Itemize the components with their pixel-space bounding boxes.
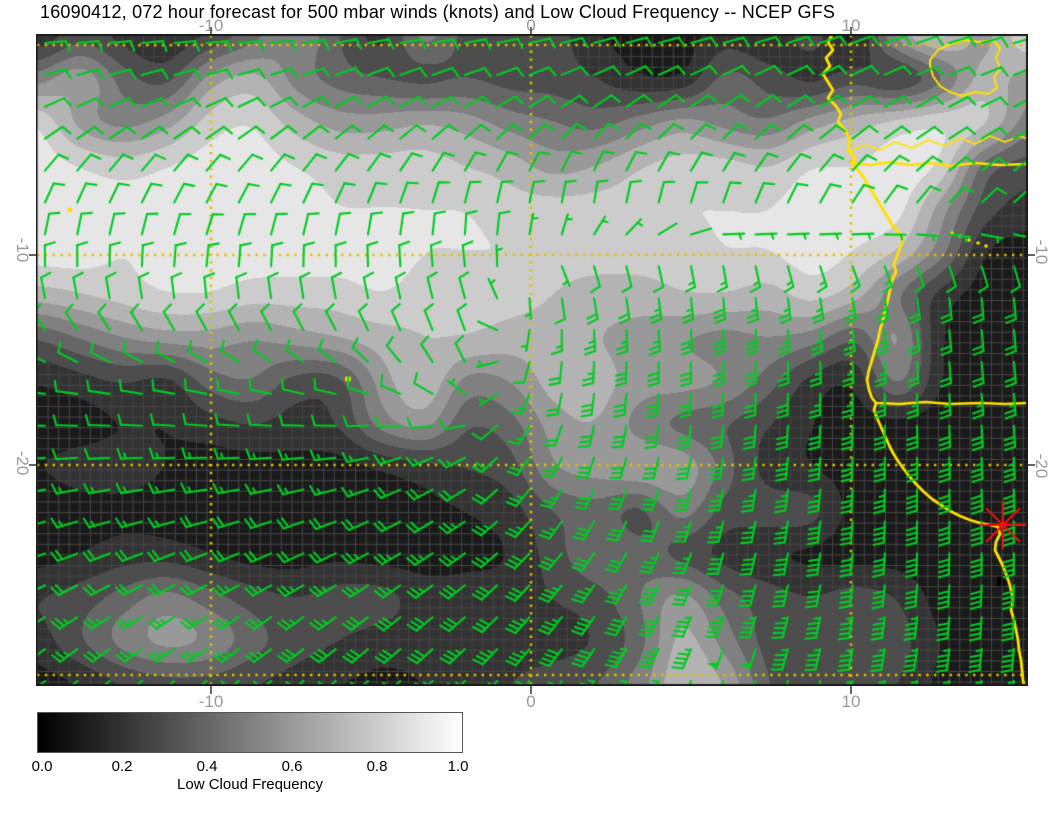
axis-label-top-lon-10: 10: [841, 16, 861, 35]
axis-label-left-lat-minus20: -20: [13, 450, 32, 476]
tick-top-3: [850, 27, 852, 35]
tick-bottom-1: [210, 686, 212, 694]
axis-label-top-lon-minus10: -10: [198, 16, 224, 35]
forecast-map: [37, 35, 1027, 685]
axis-label-bottom-lon-0: 0: [526, 692, 536, 711]
colorbar-tick-5: 1.0: [447, 758, 469, 775]
map-frame: [36, 34, 1028, 686]
axis-label-left-lat-minus10: -10: [13, 237, 32, 263]
colorbar-tick-2: 0.4: [196, 758, 218, 775]
axis-label-right-lat-minus10: -10: [1032, 239, 1051, 265]
tick-left-2: [29, 464, 37, 466]
tick-left-1: [29, 254, 37, 256]
colorbar-tick-0: 0.0: [31, 758, 53, 775]
colorbar-tick-3: 0.6: [281, 758, 303, 775]
tick-right-2: [1027, 464, 1035, 466]
tick-top-2: [530, 27, 532, 35]
axis-label-top-lon-0: 0: [526, 16, 536, 35]
plot-title: 16090412, 072 hour forecast for 500 mbar…: [40, 2, 836, 22]
colorbar-gradient: [37, 712, 463, 753]
colorbar-tick-1: 0.2: [111, 758, 133, 775]
tick-right-1: [1027, 254, 1035, 256]
axis-label-right-lat-minus20: -20: [1032, 453, 1051, 479]
axis-label-bottom-lon-minus10: -10: [198, 692, 224, 711]
tick-bottom-3: [850, 686, 852, 694]
tick-bottom-2: [530, 686, 532, 694]
colorbar-title: Low Cloud Frequency: [177, 776, 323, 793]
colorbar-tick-4: 0.8: [366, 758, 388, 775]
axis-label-bottom-lon-10: 10: [841, 692, 861, 711]
tick-top-1: [210, 27, 212, 35]
